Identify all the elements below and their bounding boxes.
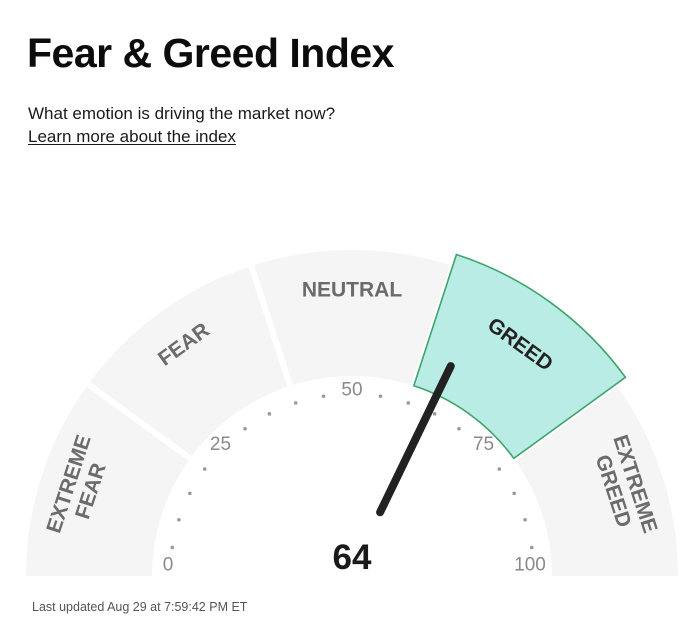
gauge-segment-divider [247, 263, 294, 389]
gauge-segment-greed: GREED [412, 253, 627, 460]
gauge-segment-shape-greed [412, 253, 627, 460]
gauge-segment-shape-fear [88, 265, 291, 459]
last-updated: Last updated Aug 29 at 7:59:42 PM ET [32, 600, 248, 614]
learn-more-link[interactable]: Learn more about the index [28, 127, 236, 146]
gauge-scale-dot [523, 517, 527, 522]
gauge-scale-dot [243, 426, 247, 431]
gauge-scale-dot [378, 394, 383, 399]
gauge-scale-dot [432, 412, 437, 416]
gauge-tick-label: 0 [163, 555, 174, 576]
gauge-hub [286, 492, 418, 624]
gauge-tick-label: 75 [473, 434, 494, 455]
gauge-scale-dot [529, 545, 534, 550]
gauge-inner-face [153, 377, 551, 576]
gauge-scale-dot [293, 401, 298, 405]
gauge-segment-fear: FEAR [88, 265, 291, 459]
gauge-needle-group [286, 362, 455, 624]
gauge-scale-dot [497, 467, 502, 471]
gauge-scale-dot [267, 412, 272, 416]
gauge-value: 64 [333, 538, 372, 577]
gauge-segment-divider [84, 380, 194, 463]
gauge-tick-label: 100 [514, 555, 546, 576]
gauge-scale: 0 25 50 75 100 [163, 380, 546, 576]
gauge-scale-dot [321, 394, 326, 399]
gauge-needle [376, 362, 455, 517]
gauge-scale-dot [457, 426, 461, 431]
gauge-scale-dot [188, 491, 192, 496]
gauge-scale-dot [406, 401, 411, 405]
gauge-segment-neutral: NEUTRAL [251, 249, 453, 386]
page-title: Fear & Greed Index [27, 30, 394, 76]
gauge-scale-dot [177, 517, 181, 522]
gauge-tick-label: 50 [341, 380, 362, 401]
gauge-inner-dial [153, 377, 551, 576]
gauge-segment-shape-neutral [251, 249, 453, 386]
gauge-scale-dot [512, 491, 516, 496]
gauge-segment-label: NEUTRAL [302, 279, 402, 302]
gauge-scale-dot [170, 545, 175, 550]
gauge-tick-label: 25 [210, 434, 231, 455]
gauge-scale-dot [202, 467, 207, 471]
page-subtitle: What emotion is driving the market now? [28, 104, 336, 123]
